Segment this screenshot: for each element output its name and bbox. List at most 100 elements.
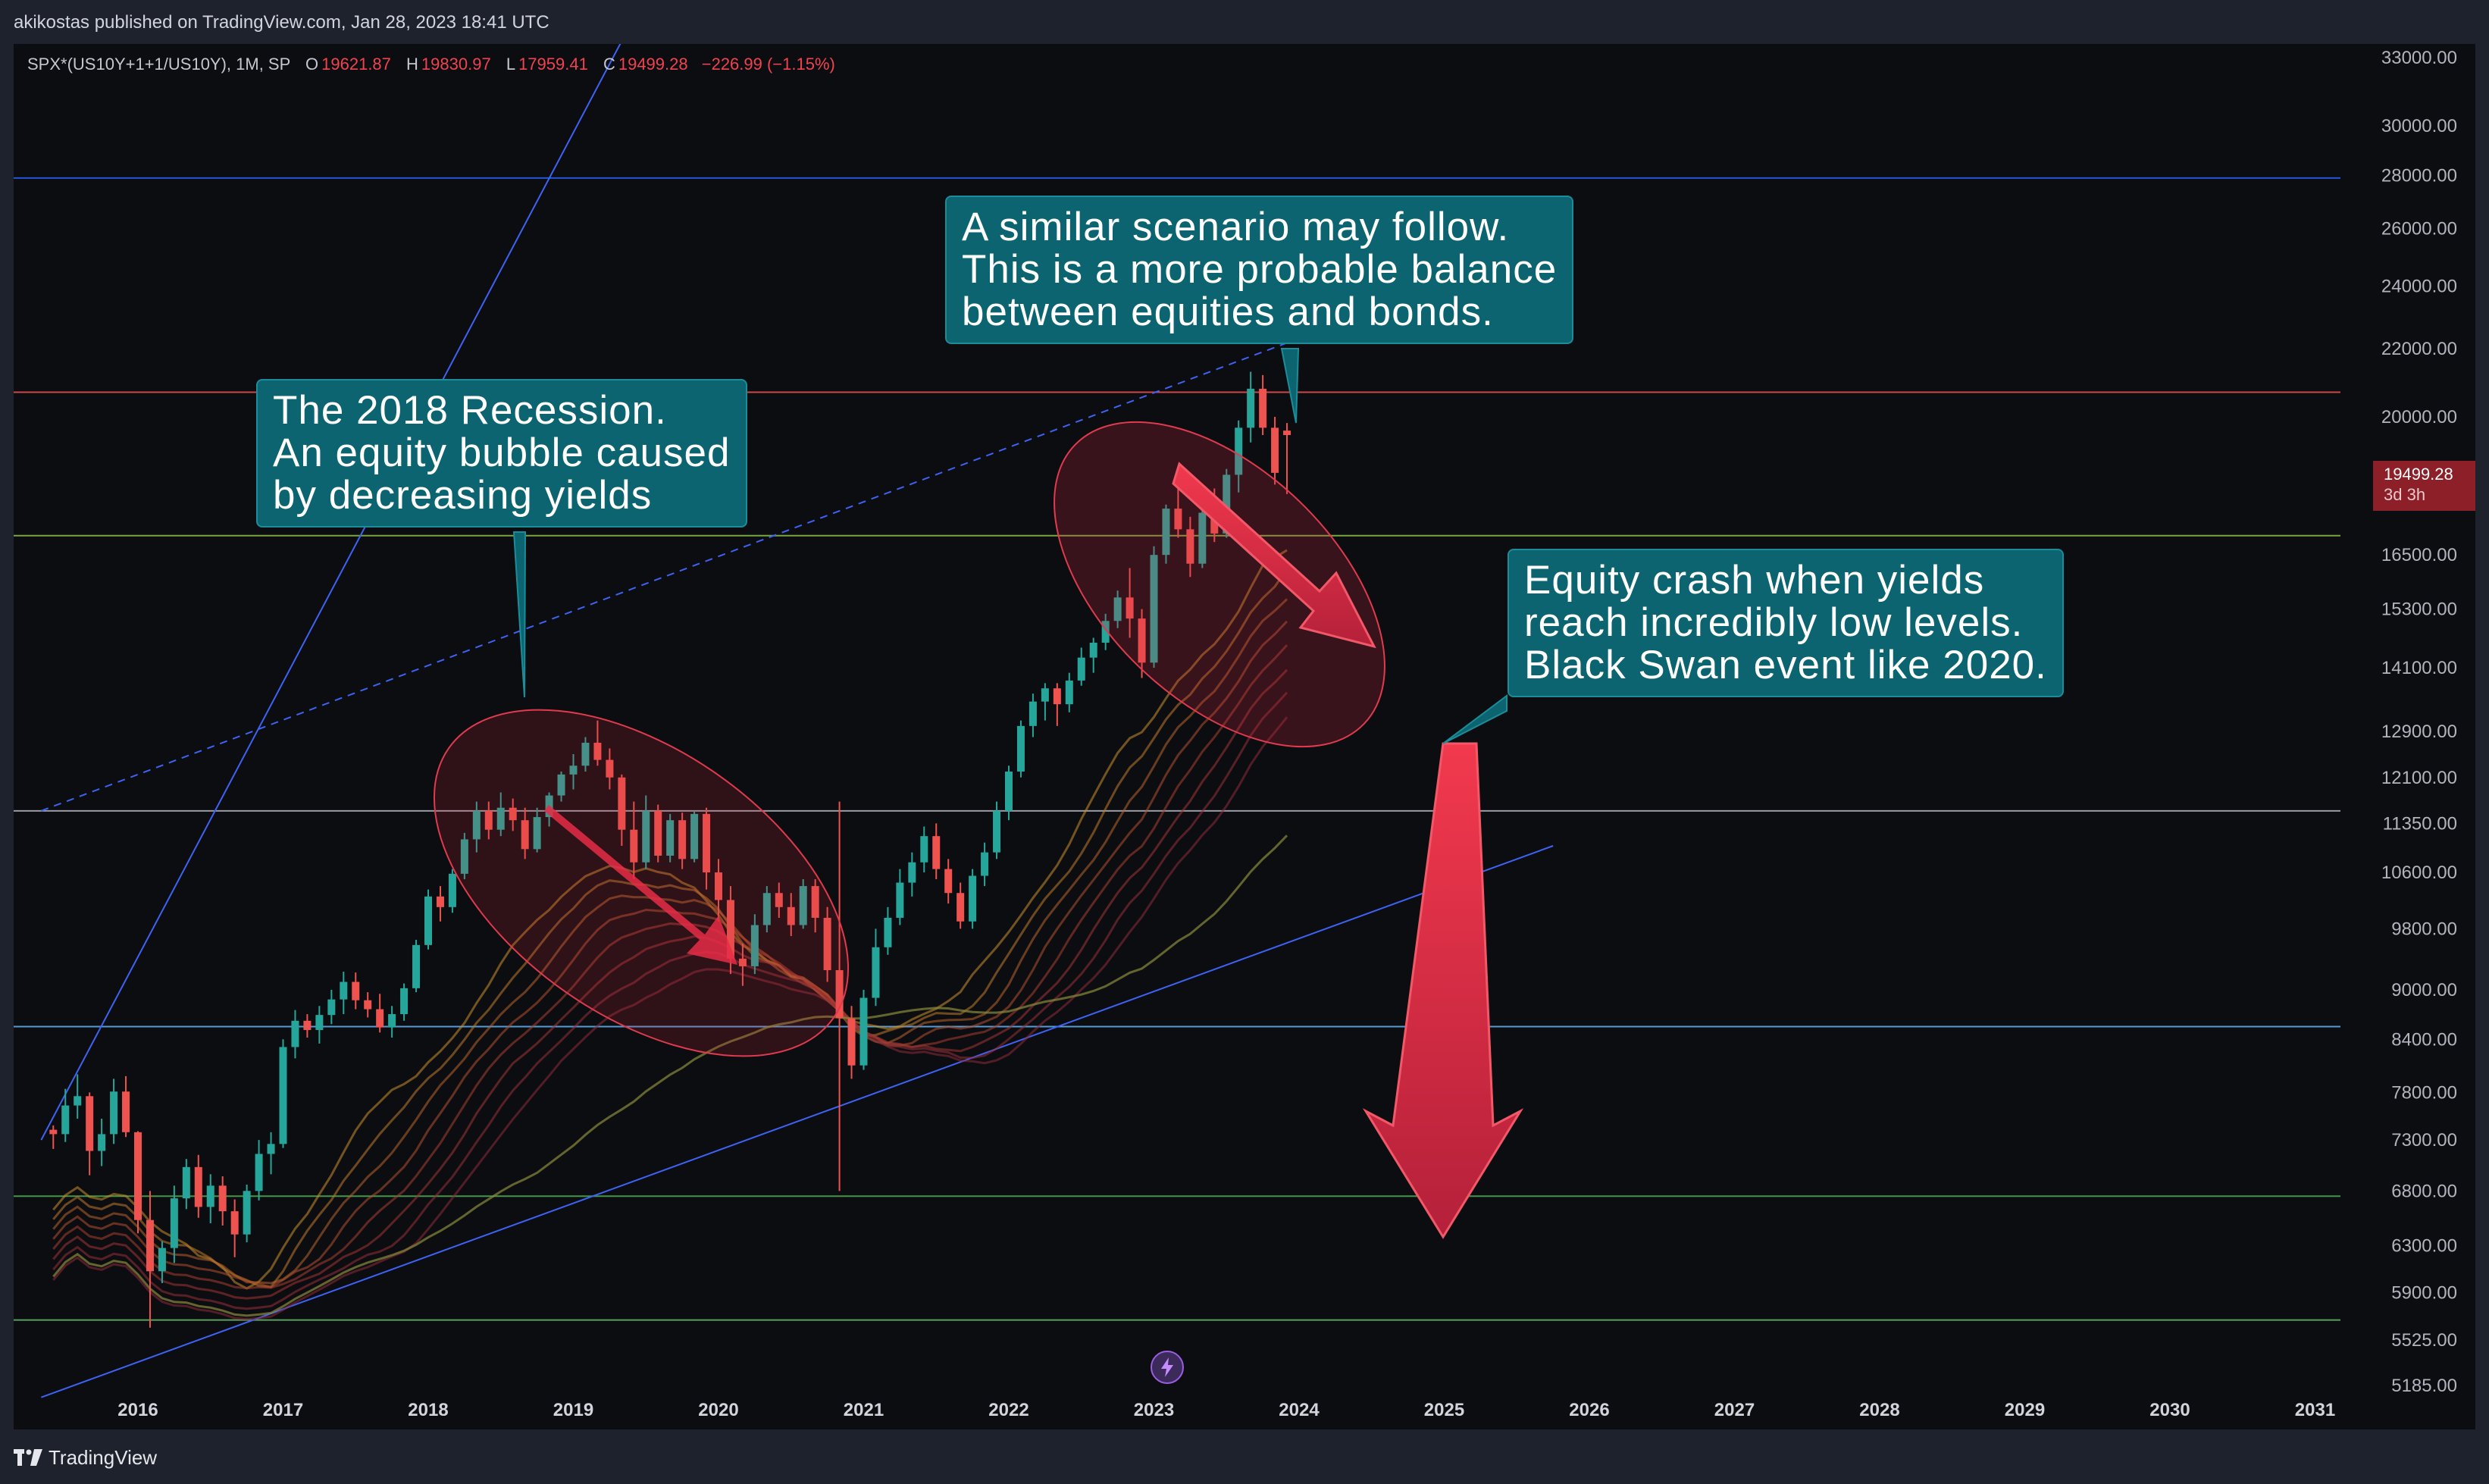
candle-body [49,1129,58,1135]
candle-body [533,817,541,850]
candle-body [315,1015,324,1030]
candle-body [146,1219,154,1272]
candle-body [1016,725,1025,772]
candle-body [364,1000,372,1010]
candle-body [472,810,481,840]
candle-body [243,1191,251,1235]
y-tick-label: 9000.00 [2391,980,2457,1000]
callout-similar-scenario[interactable]: A similar scenario may follow. This is a… [945,196,1574,344]
candle-body [690,813,699,859]
candle-body [944,869,953,894]
legend-low-label: L [506,55,516,74]
candle-body [654,810,662,856]
candle-body [496,807,505,830]
candle-body [847,1018,856,1066]
candle-body [340,982,348,1000]
candle-body [1235,427,1243,475]
moving-average-line [52,668,1288,1300]
crash-arrow [1362,742,1524,1239]
lightning-icon[interactable] [1151,1351,1184,1384]
x-tick-label: 2021 [844,1400,884,1420]
legend-high: 19830.97 [421,55,491,74]
legend-close-label: C [603,55,615,74]
legend-open: 19621.87 [321,55,391,74]
candle-body [484,810,493,830]
trend-line [40,845,1554,1398]
y-tick-label: 15300.00 [2381,600,2457,620]
candle-body [606,759,614,778]
candle-body [703,813,711,873]
candle-body [811,886,819,918]
x-tick-label: 2026 [1569,1400,1609,1420]
candle-body [1053,688,1061,705]
moving-average-line [52,568,1288,1288]
candle-body [1101,621,1110,643]
candle-body [1089,642,1097,658]
x-tick-label: 2017 [263,1400,303,1420]
candle-body [593,742,602,760]
candle-body [908,862,916,883]
candle-body [61,1105,70,1135]
candle-body [1028,701,1037,726]
candle-body [1126,597,1134,619]
candle-body [218,1185,227,1212]
callout-line: Black Swan event like 2020. [1524,643,2047,687]
candle-body [424,896,432,945]
y-tick-label: 30000.00 [2381,116,2457,136]
candle-body [509,807,517,821]
callout-line: reach incredibly low levels. [1524,600,2024,645]
moving-average-line [52,716,1288,1321]
candle-body [122,1091,130,1132]
candle-body [303,1020,312,1030]
legend-low: 17959.41 [518,55,588,74]
y-tick-label: 7800.00 [2391,1082,2457,1103]
y-tick-label: 12100.00 [2381,768,2457,788]
y-tick-label: 6800.00 [2391,1181,2457,1201]
y-tick-label: 16500.00 [2381,545,2457,565]
last-price-badge: 19499.28 3d 3h [2373,461,2475,511]
candle-body [557,774,565,796]
candle-body [581,742,590,766]
candle-body [799,886,807,925]
candle-body [1065,680,1073,705]
callout-2018-recession[interactable]: The 2018 Recession. An equity bubble cau… [256,379,747,528]
candle-body [981,852,989,876]
candle-body [255,1154,263,1191]
candle-body [327,999,336,1016]
publish-header: akikostas published on TradingView.com, … [0,0,2489,44]
tradingview-logo-icon [14,1449,42,1466]
tradingview-logo[interactable]: TradingView [14,1445,157,1470]
y-tick-label: 6300.00 [2391,1236,2457,1257]
price-chart[interactable]: 33000.00 30000.00 28000.00 26000.00 24000.00… [14,44,2475,1429]
x-tick-label: 2022 [988,1400,1028,1420]
chart-area[interactable]: 33000.00 30000.00 28000.00 26000.00 24000.00… [14,44,2475,1429]
decline-arrow [1172,462,1376,649]
x-tick-label: 2018 [408,1400,448,1420]
candle-body [666,820,675,856]
last-price: 19499.28 [2384,465,2453,484]
callout-equity-crash[interactable]: Equity crash when yields reach incredibl… [1507,549,2064,697]
top-ellipse [1054,421,1385,748]
candle-body [678,820,687,859]
candle-body [206,1185,214,1207]
candle-body [1198,512,1207,564]
y-tick-label: 5900.00 [2391,1283,2457,1304]
x-tick-label: 2030 [2149,1400,2190,1420]
candle-body [1041,688,1049,702]
candle-body [642,810,650,863]
candle-body [1174,509,1182,530]
candle-body [750,925,759,966]
candle-body [969,875,977,922]
candle-body [920,836,928,863]
y-tick-label: 11350.00 [2383,813,2457,834]
callout-line: The 2018 Recession. [273,388,667,433]
candle-body [932,836,941,869]
candle-body [1077,657,1085,681]
callout-line: This is a more probable balance [962,247,1558,292]
candle-body [110,1091,118,1135]
candle-body [762,893,771,925]
candle-body [376,1009,384,1028]
candle-body [715,872,722,900]
candle-body [872,947,880,998]
candle-body [230,1211,239,1235]
